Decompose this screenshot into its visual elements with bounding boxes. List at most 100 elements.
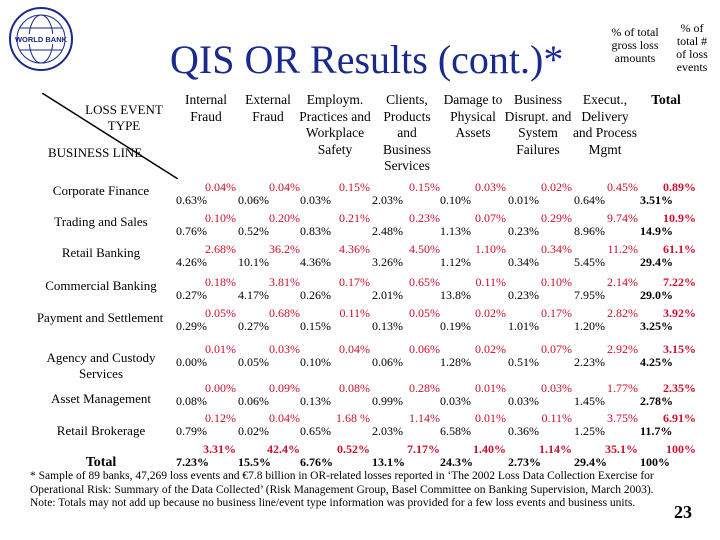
cell-loss-events: 0.06%: [238, 193, 269, 207]
cell-gross-loss: 11.2%: [607, 242, 638, 256]
cell-loss-events: 0.01%: [508, 193, 539, 207]
row-label-asset-management: Asset Management: [50, 391, 151, 406]
cell-gross-loss: 0.20%: [269, 211, 300, 225]
cell-gross-loss: 0.03%: [269, 342, 300, 356]
cell-gross-loss: 0.17%: [339, 275, 370, 289]
cell-gross-loss: 0.02%: [541, 180, 572, 194]
cell-gross-loss: 0.07%: [475, 211, 506, 225]
cell-gross-loss: 3.31%: [203, 442, 236, 456]
cell-loss-events: 11.7%: [640, 424, 673, 438]
cell-loss-events: 0.13%: [300, 394, 331, 408]
cell-loss-events: 0.03%: [440, 394, 471, 408]
cell-gross-loss: 0.02%: [475, 306, 506, 320]
corner-diagonal-line: [42, 93, 178, 179]
footnote-source: * Sample of 89 banks, 47,269 loss events…: [30, 470, 654, 496]
cell-loss-events: 13.8%: [440, 288, 471, 302]
col-employment-practices: Employm. Practices and Workplace Safety: [299, 92, 371, 157]
cell-gross-loss: 3.81%: [269, 275, 300, 289]
cell-gross-loss: 0.04%: [205, 180, 236, 194]
cell-loss-events: 0.99%: [372, 394, 403, 408]
legend-loss-events: % of total # of loss events: [676, 21, 708, 74]
cell-loss-events: 14.9%: [640, 224, 673, 238]
cell-loss-events: 4.17%: [238, 288, 269, 302]
cell-gross-loss: 0.68%: [269, 306, 300, 320]
cell-gross-loss: 2.35%: [663, 381, 696, 395]
cell-loss-events: 1.28%: [440, 355, 471, 369]
cell-loss-events: 0.83%: [300, 224, 331, 238]
cell-gross-loss: 100%: [666, 442, 696, 456]
cell-gross-loss: 3.92%: [663, 306, 696, 320]
cell-loss-events: 3.25%: [640, 319, 673, 333]
cell-gross-loss: 2.92%: [607, 342, 638, 356]
cell-loss-events: 29.4%: [574, 455, 607, 469]
cell-gross-loss: 0.12%: [205, 411, 236, 425]
cell-gross-loss: 10.9%: [663, 211, 696, 225]
cell-gross-loss: 0.45%: [607, 180, 638, 194]
cell-loss-events: 0.03%: [508, 394, 539, 408]
col-external-fraud: External Fraud: [245, 92, 291, 124]
row-label-corporate-finance: Corporate Finance: [52, 183, 150, 198]
cell-loss-events: 2.78%: [640, 394, 673, 408]
cell-gross-loss: 0.06%: [409, 342, 440, 356]
cell-loss-events: 0.79%: [176, 424, 207, 438]
cell-gross-loss: 0.21%: [339, 211, 370, 225]
col-execution-delivery: Execut., Delivery and Process Mgmt: [572, 92, 638, 157]
cell-loss-events: 0.06%: [238, 394, 269, 408]
cell-gross-loss: 0.89%: [663, 180, 696, 194]
cell-gross-loss: 0.28%: [409, 381, 440, 395]
cell-loss-events: 0.34%: [508, 255, 539, 269]
cell-loss-events: 0.00%: [176, 355, 207, 369]
cell-gross-loss: 61.1%: [663, 242, 696, 256]
cell-gross-loss: 0.01%: [475, 411, 506, 425]
cell-loss-events: 2.23%: [574, 355, 605, 369]
cell-gross-loss: 4.36%: [339, 242, 370, 256]
cell-loss-events: 6.58%: [440, 424, 471, 438]
col-total: Total: [651, 92, 681, 107]
cell-loss-events: 100%: [640, 455, 670, 469]
cell-loss-events: 0.03%: [300, 193, 331, 207]
cell-loss-events: 2.73%: [508, 455, 541, 469]
cell-gross-loss: 0.11%: [339, 306, 370, 320]
cell-gross-loss: 2.82%: [607, 306, 638, 320]
cell-loss-events: 0.76%: [176, 224, 207, 238]
cell-loss-events: 1.12%: [440, 255, 471, 269]
cell-loss-events: 0.27%: [238, 319, 269, 333]
cell-gross-loss: 0.01%: [205, 342, 236, 356]
cell-gross-loss: 1.14%: [539, 442, 572, 456]
cell-gross-loss: 0.11%: [541, 411, 572, 425]
cell-gross-loss: 3.75%: [607, 411, 638, 425]
cell-gross-loss: 35.1%: [605, 442, 638, 456]
row-label-total: Total: [85, 455, 117, 470]
cell-gross-loss: 0.15%: [339, 180, 370, 194]
cell-gross-loss: 0.03%: [475, 180, 506, 194]
legend-gross-loss: % of total gross loss amounts: [611, 25, 659, 65]
cell-loss-events: 15.5%: [238, 455, 271, 469]
cell-loss-events: 1.25%: [574, 424, 605, 438]
col-business-disruption: Business Disrupt. and System Failures: [504, 92, 572, 157]
cell-gross-loss: 0.29%: [541, 211, 572, 225]
cell-gross-loss: 42.4%: [267, 442, 300, 456]
cell-loss-events: 7.95%: [574, 288, 605, 302]
cell-gross-loss: 0.01%: [475, 381, 506, 395]
cell-loss-events: 2.03%: [372, 424, 403, 438]
cell-loss-events: 1.01%: [508, 319, 539, 333]
cell-gross-loss: 1.77%: [607, 381, 638, 395]
cell-gross-loss: 2.68%: [205, 242, 236, 256]
cell-loss-events: 29.4%: [640, 255, 673, 269]
cell-loss-events: 0.27%: [176, 288, 207, 302]
cell-loss-events: 0.06%: [372, 355, 403, 369]
cell-loss-events: 8.96%: [574, 224, 605, 238]
cell-gross-loss: 7.17%: [407, 442, 440, 456]
footnote: * Sample of 89 banks, 47,269 loss events…: [30, 470, 690, 511]
cell-gross-loss: 9.74%: [607, 211, 638, 225]
cell-loss-events: 0.65%: [300, 424, 331, 438]
cell-loss-events: 0.13%: [372, 319, 403, 333]
row-label-trading-sales: Trading and Sales: [54, 214, 148, 229]
cell-gross-loss: 0.04%: [269, 411, 300, 425]
cell-loss-events: 13.1%: [372, 455, 405, 469]
cell-loss-events: 29.0%: [640, 288, 673, 302]
cell-gross-loss: 0.05%: [205, 306, 236, 320]
cell-gross-loss: 0.04%: [269, 180, 300, 194]
cell-gross-loss: 36.2%: [269, 242, 300, 256]
cell-loss-events: 3.26%: [372, 255, 403, 269]
